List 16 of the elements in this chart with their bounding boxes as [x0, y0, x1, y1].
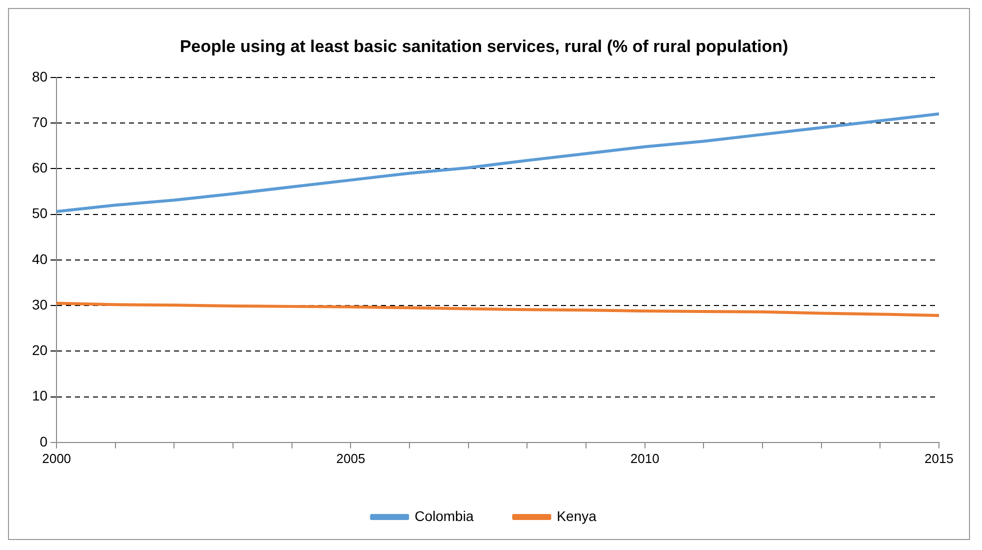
- x-tick-label: 2005: [336, 450, 366, 466]
- legend-label: Colombia: [414, 508, 474, 524]
- legend-label: Kenya: [556, 508, 597, 524]
- y-tick-label: 50: [32, 205, 48, 222]
- y-tick-label: 10: [32, 388, 48, 404]
- x-tick-label: 2015: [924, 450, 954, 466]
- y-tick-label: 60: [32, 160, 48, 176]
- x-tick-label: 2010: [630, 450, 660, 466]
- y-tick-label: 0: [40, 433, 48, 450]
- y-tick-label: 40: [32, 250, 48, 267]
- y-tick-label: 80: [32, 68, 48, 84]
- x-tick-label: 2000: [42, 450, 72, 466]
- y-tick-label: 70: [32, 114, 48, 130]
- chart-title: People using at least basic sanitation services, rural (% of rural population): [180, 36, 788, 56]
- y-tick-label: 20: [32, 342, 48, 358]
- y-tick-label: 30: [32, 296, 48, 312]
